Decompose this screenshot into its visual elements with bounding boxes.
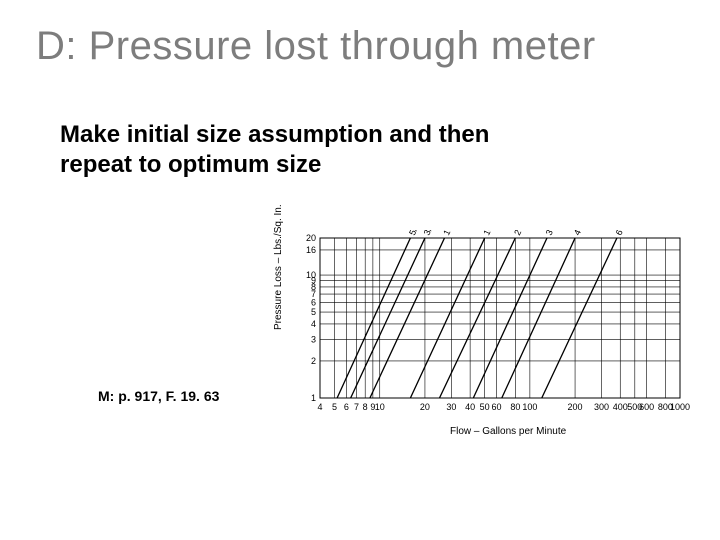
svg-text:3": 3" [544, 230, 557, 237]
svg-text:100: 100 [522, 402, 537, 412]
svg-text:30: 30 [446, 402, 456, 412]
y-axis-label: Pressure Loss – Lbs./Sq. In. [273, 204, 284, 330]
svg-text:4: 4 [317, 402, 322, 412]
svg-text:20: 20 [420, 402, 430, 412]
svg-text:16: 16 [306, 245, 316, 255]
svg-text:7: 7 [354, 402, 359, 412]
slide-body: Make initial size assumption and then re… [60, 120, 520, 180]
svg-text:40: 40 [465, 402, 475, 412]
slide-title: D: Pressure lost through meter [36, 24, 596, 69]
svg-text:200: 200 [568, 402, 583, 412]
svg-text:1000: 1000 [670, 402, 690, 412]
svg-text:600: 600 [639, 402, 654, 412]
svg-text:10: 10 [306, 270, 316, 280]
pressure-loss-chart: Pressure Loss – Lbs./Sq. In. 45678910203… [280, 230, 700, 450]
svg-text:3: 3 [311, 334, 316, 344]
svg-text:4": 4" [572, 230, 585, 237]
chart-svg: 4567891020304050608010020030040050060080… [280, 230, 700, 425]
svg-text:5: 5 [311, 307, 316, 317]
svg-text:300: 300 [594, 402, 609, 412]
svg-text:10: 10 [375, 402, 385, 412]
reference-citation: M: p. 917, F. 19. 63 [98, 388, 219, 404]
svg-text:3/4": 3/4" [422, 230, 438, 237]
svg-text:1: 1 [311, 393, 316, 403]
svg-text:20: 20 [306, 233, 316, 243]
x-axis-label: Flow – Gallons per Minute [450, 426, 566, 437]
svg-text:2": 2" [512, 230, 525, 237]
svg-text:60: 60 [492, 402, 502, 412]
svg-text:8: 8 [363, 402, 368, 412]
svg-text:6: 6 [344, 402, 349, 412]
svg-text:1": 1" [441, 230, 454, 237]
svg-text:2: 2 [311, 356, 316, 366]
svg-text:5/8": 5/8" [407, 230, 423, 237]
svg-text:50: 50 [480, 402, 490, 412]
slide: D: Pressure lost through meter Make init… [0, 0, 720, 540]
svg-text:6": 6" [614, 230, 627, 237]
svg-text:400: 400 [613, 402, 628, 412]
svg-text:4: 4 [311, 319, 316, 329]
svg-text:1-1/2": 1-1/2" [481, 230, 500, 237]
svg-text:5: 5 [332, 402, 337, 412]
svg-text:80: 80 [510, 402, 520, 412]
